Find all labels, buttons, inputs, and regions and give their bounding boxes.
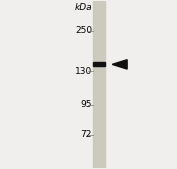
Text: 95: 95: [81, 100, 92, 109]
Polygon shape: [112, 60, 127, 69]
Text: kDa: kDa: [74, 3, 92, 12]
Text: 130: 130: [75, 67, 92, 76]
Text: 72: 72: [81, 130, 92, 139]
Text: 250: 250: [75, 26, 92, 35]
Bar: [93, 1, 105, 168]
Bar: [93, 62, 105, 66]
